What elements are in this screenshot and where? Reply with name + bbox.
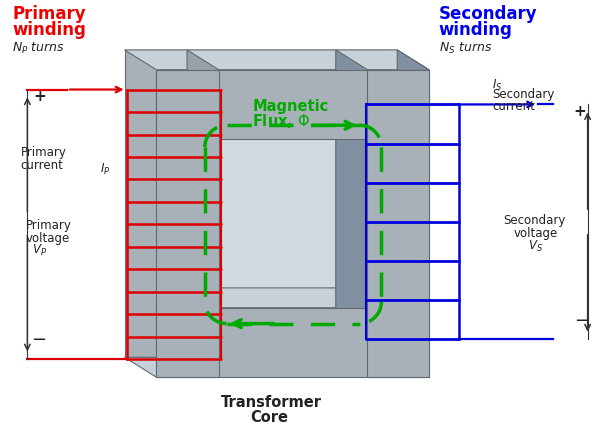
- Text: Magnetic: Magnetic: [252, 99, 328, 114]
- Text: $V_S$: $V_S$: [528, 239, 543, 254]
- Text: Primary: Primary: [12, 5, 86, 23]
- Polygon shape: [187, 119, 368, 139]
- Polygon shape: [187, 119, 368, 139]
- Text: $V_P$: $V_P$: [33, 243, 47, 258]
- Text: +: +: [33, 89, 46, 104]
- Polygon shape: [157, 70, 219, 377]
- Polygon shape: [187, 288, 368, 308]
- Text: Core: Core: [251, 410, 289, 425]
- Polygon shape: [125, 50, 429, 70]
- Polygon shape: [125, 357, 429, 377]
- Text: −: −: [573, 312, 589, 330]
- Text: winding: winding: [439, 21, 513, 39]
- Text: winding: winding: [12, 21, 87, 39]
- Text: $I_S$: $I_S$: [492, 77, 503, 93]
- Text: current: current: [492, 100, 535, 114]
- Text: Secondary: Secondary: [503, 214, 565, 227]
- Polygon shape: [397, 50, 429, 377]
- Text: Flux, $\Phi$: Flux, $\Phi$: [252, 112, 311, 130]
- Text: voltage: voltage: [25, 232, 69, 245]
- Text: Secondary: Secondary: [492, 88, 555, 102]
- Polygon shape: [187, 119, 336, 288]
- Text: $I_P$: $I_P$: [99, 162, 110, 177]
- Polygon shape: [157, 308, 429, 377]
- Polygon shape: [187, 50, 219, 377]
- Polygon shape: [157, 70, 429, 139]
- Polygon shape: [125, 50, 397, 357]
- Polygon shape: [368, 70, 429, 377]
- Text: −: −: [31, 331, 47, 349]
- Text: current: current: [20, 159, 63, 172]
- Text: Transformer: Transformer: [220, 395, 322, 410]
- Text: $N_S$ turns: $N_S$ turns: [439, 41, 492, 56]
- Text: Secondary: Secondary: [439, 5, 537, 23]
- Polygon shape: [336, 50, 368, 377]
- Text: +: +: [573, 104, 586, 119]
- Text: Primary: Primary: [25, 220, 71, 232]
- Text: $N_P$ turns: $N_P$ turns: [12, 41, 66, 56]
- Text: voltage: voltage: [513, 227, 558, 240]
- Text: Primary: Primary: [20, 146, 66, 159]
